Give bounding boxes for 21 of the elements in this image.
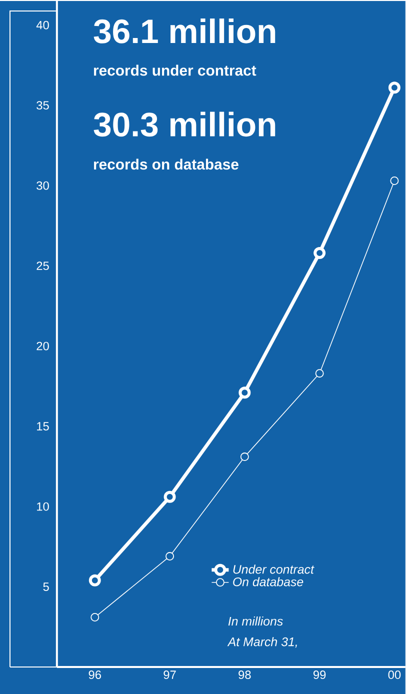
y-tick-label: 30	[36, 181, 49, 190]
annotation: 30.3 million	[94, 112, 275, 137]
x-tick-label: 97	[163, 670, 176, 679]
annotation: At March 31,	[227, 637, 297, 648]
annotation: In millions	[228, 616, 283, 626]
y-tick-label: 20	[36, 342, 49, 350]
y-tick-label: 40	[36, 20, 49, 30]
annotation: 36.1 million	[94, 18, 275, 44]
x-tick-label: 96	[88, 670, 101, 679]
x-tick-label: 98	[238, 670, 251, 679]
x-tick-label: 00	[388, 670, 400, 679]
legend-label: On database	[232, 577, 303, 586]
y-tick-label: 10	[36, 502, 49, 511]
annotation: records on database	[94, 158, 238, 170]
y-tick-label: 5	[43, 582, 49, 591]
y-tick-label: 35	[36, 101, 49, 110]
y-tick-label: 25	[36, 262, 49, 270]
legend-label: Under contract	[233, 564, 314, 574]
annotation: records under contract	[94, 64, 256, 76]
y-tick-label: 15	[36, 422, 49, 430]
x-tick-label: 99	[313, 670, 326, 679]
